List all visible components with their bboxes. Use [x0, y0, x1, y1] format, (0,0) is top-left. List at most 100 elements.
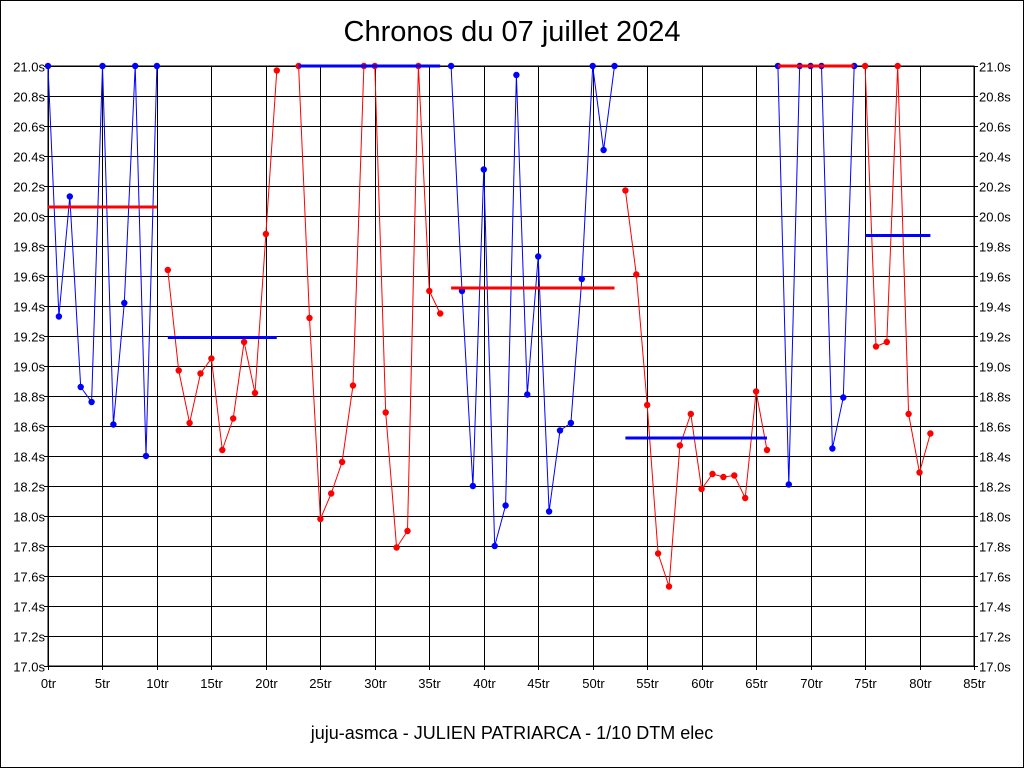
series-point: [600, 146, 607, 154]
series-point: [251, 389, 259, 397]
x-tick-label: 40tr: [473, 676, 496, 691]
y-tick-label-right: 19.6s: [979, 270, 1011, 285]
series-point: [927, 430, 934, 437]
series-point: [622, 187, 629, 194]
y-tick-label-right: 20.0s: [979, 210, 1011, 225]
series-point: [121, 299, 128, 307]
y-tick-label-right: 19.4s: [979, 300, 1011, 315]
series-point: [752, 388, 760, 395]
y-tick-label-left: 21.0s: [13, 60, 45, 75]
series-point: [502, 502, 509, 509]
y-tick-label-right: 18.0s: [979, 510, 1011, 525]
series-line: [450, 65, 615, 547]
y-tick-label-left: 19.8s: [13, 240, 45, 255]
y-tick-label-left: 19.2s: [13, 330, 45, 345]
y-tick-label-right: 19.2s: [979, 330, 1011, 345]
y-tick-label-right: 17.4s: [979, 600, 1011, 615]
y-tick-label-right: 18.2s: [979, 480, 1011, 495]
series-point: [611, 62, 618, 70]
y-tick-label-left: 17.4s: [13, 600, 45, 615]
y-tick-label-right: 19.8s: [979, 240, 1011, 255]
y-tick-label-left: 19.0s: [13, 360, 45, 375]
x-tick-label: 85tr: [963, 676, 986, 691]
y-tick-label-left: 19.4s: [13, 300, 45, 315]
series-point: [905, 410, 912, 418]
series-line: [624, 190, 768, 587]
series-point: [338, 458, 346, 466]
x-tick-label: 10tr: [146, 676, 169, 691]
y-tick-label-left: 20.6s: [13, 120, 45, 135]
y-tick-label-right: 20.2s: [979, 180, 1011, 195]
series-point: [676, 442, 684, 449]
series-point: [491, 542, 498, 550]
series-point: [295, 62, 302, 70]
series-point: [731, 472, 738, 479]
series-point: [153, 62, 161, 70]
series-point: [142, 452, 150, 460]
y-tick-label-right: 17.6s: [979, 570, 1011, 585]
series-point: [132, 62, 139, 70]
y-tick-label-right: 21.0s: [979, 60, 1011, 75]
series-point: [545, 508, 553, 515]
series-point: [469, 482, 477, 490]
y-tick-label-right: 20.4s: [979, 150, 1011, 165]
series-point: [219, 446, 226, 454]
y-tick-label-left: 18.6s: [13, 420, 45, 435]
series-point: [665, 583, 673, 590]
y-tick-label-left: 18.2s: [13, 480, 45, 495]
series-point: [328, 490, 335, 497]
series-point: [437, 310, 444, 317]
series-point: [687, 410, 694, 418]
x-tick-label: 30tr: [364, 676, 387, 691]
series-point: [567, 419, 575, 427]
series-point: [262, 230, 270, 238]
series-point: [55, 313, 63, 320]
series-point: [273, 67, 280, 74]
series-point: [742, 494, 749, 502]
series-point: [698, 485, 705, 493]
x-tick-label: 55tr: [636, 676, 659, 691]
y-tick-label-left: 17.2s: [13, 630, 45, 645]
x-tick-label: 20tr: [255, 676, 278, 691]
x-tick-label: 35tr: [418, 676, 441, 691]
series-point: [883, 338, 890, 346]
x-tick-label: 15tr: [200, 676, 223, 691]
series-point: [872, 343, 880, 350]
series-point: [578, 275, 585, 283]
series-point: [709, 470, 716, 478]
series-point: [306, 314, 313, 322]
y-tick-label-left: 20.8s: [13, 90, 45, 105]
y-tick-label-left: 17.8s: [13, 540, 45, 555]
series-point: [644, 401, 651, 409]
series-point: [916, 469, 923, 476]
y-tick-label-left: 18.4s: [13, 450, 45, 465]
series-point: [535, 253, 542, 260]
x-tick-label: 60tr: [691, 676, 714, 691]
series-point: [840, 394, 847, 401]
series-point: [164, 266, 171, 274]
series-point: [763, 446, 771, 454]
y-tick-label-left: 19.6s: [13, 270, 45, 285]
y-tick-label-left: 20.4s: [13, 150, 45, 165]
x-tick-label: 50tr: [582, 676, 605, 691]
series-point: [77, 383, 84, 391]
y-tick-label-right: 18.8s: [979, 390, 1011, 405]
y-tick-label-right: 17.8s: [979, 540, 1011, 555]
chart-title: Chronos du 07 juillet 2024: [343, 16, 681, 48]
series-point: [88, 398, 95, 406]
series-point: [393, 544, 400, 551]
series-point: [175, 367, 182, 374]
series-point: [317, 515, 324, 523]
series-point: [186, 419, 193, 427]
series-point: [230, 415, 237, 422]
x-tick-label: 45tr: [527, 676, 550, 691]
x-tick-label: 65tr: [745, 676, 768, 691]
y-tick-label-right: 17.0s: [979, 660, 1011, 675]
series-point: [633, 271, 640, 278]
chart-footer: juju-asmca - JULIEN PATRIARCA - 1/10 DTM…: [310, 723, 714, 743]
series-point: [894, 62, 901, 70]
series-point: [524, 391, 531, 398]
series-point: [513, 71, 520, 79]
y-tick-label-left: 20.2s: [13, 180, 45, 195]
series-point: [99, 62, 106, 70]
